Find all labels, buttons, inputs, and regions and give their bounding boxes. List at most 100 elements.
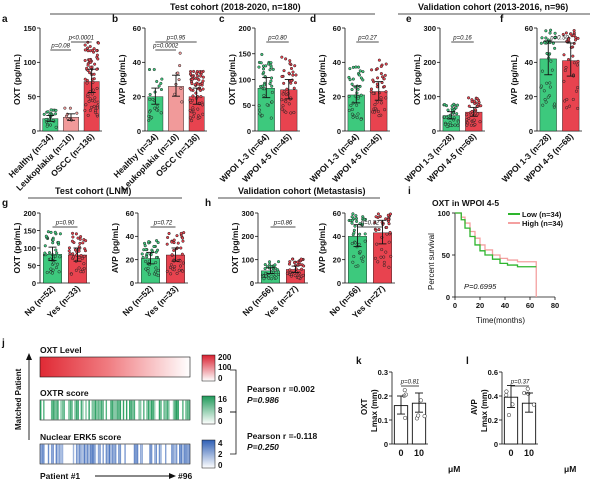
data-point [287,71,291,75]
data-point [285,271,289,275]
data-point [260,52,264,57]
data-point [300,267,304,271]
colorbar-red-tick: 100 [218,363,232,372]
bar-chart-l: 0 0.2 0.4 0.6 0 10 p=0.37 [488,368,538,458]
survival-pvalue: P=0.6995 [464,282,497,291]
heatmap-panel: Matched Patient OXT Level OXTR score Nuc… [14,345,317,481]
data-point [382,255,386,259]
data-point [175,271,179,275]
y-tick-label: 50 [28,92,36,101]
heatmap-stripe [183,444,186,464]
data-point [156,248,160,252]
data-point [268,82,272,86]
heatmap-stripe [75,400,78,420]
data-point [85,66,89,70]
heatmap-stripe [68,400,70,420]
data-point [144,259,148,264]
data-point [46,230,50,234]
data-point [363,232,367,236]
data-point [201,79,205,83]
data-point [353,224,357,228]
heatmap-ylabel: Matched Patient [14,368,23,430]
data-point [168,265,173,270]
heatmap-stripe [172,400,175,420]
data-point [152,244,156,249]
heatmap-stripe [57,400,59,420]
heatmap-arrow-head [26,353,32,360]
heatmap-stripe [50,400,53,420]
data-point [43,244,47,248]
y-axis-label: OXT (pg/mL) [227,54,237,105]
y-tick-label: 40 [333,232,341,241]
k-unit: μM [448,464,460,474]
y-tick-label: 40 [133,58,141,67]
data-point [384,96,388,100]
data-point [473,122,477,127]
bar-chart-k: 0 0.1 0.2 0.3 0 10 p=0.81 [378,368,428,458]
y-tick-label: 0 [32,279,36,288]
data-point [90,92,94,96]
data-point [375,82,379,86]
data-point [293,81,298,85]
data-point [376,109,380,114]
data-point [70,231,75,235]
y-tick-label: 100 [241,255,254,264]
data-point [91,88,95,92]
data-point [274,276,278,280]
data-point [47,251,52,255]
data-point [469,123,473,127]
data-point [465,118,469,122]
data-point [87,99,91,103]
data-point [267,274,271,278]
data-point [473,108,478,112]
data-point [299,257,303,261]
y-tick-label: 20 [333,255,341,264]
data-point [356,87,360,91]
heatmap-stripe [185,400,187,420]
data-point [467,104,471,108]
data-point [288,268,292,272]
y-tick-label: 0.3 [378,368,388,377]
data-point [269,76,274,80]
data-point [54,248,58,252]
data-point [180,252,184,256]
data-point [155,239,159,243]
data-point [504,389,509,394]
y-tick-label: 150 [238,50,251,59]
pearson-2-r: Pearson r =-0.118 [247,431,317,441]
data-point [89,65,93,69]
data-point [354,214,358,218]
data-point [280,55,284,59]
data-point [446,108,450,112]
data-point [379,101,383,105]
heatmap-stripe [130,400,133,420]
heatmap-stripe [154,400,156,420]
data-point [145,255,149,259]
colorbar-green-tick: 8 [218,406,223,415]
data-point [282,81,286,85]
data-point [358,232,362,236]
y-tick-label: 0 [494,440,498,449]
y-tick-label: 100 [238,75,251,84]
data-point [385,225,389,230]
heatmap-stripe [140,400,142,420]
data-point [353,241,357,245]
pearson-1-p: P=0.986 [247,395,279,405]
data-point [280,98,284,102]
heatmap-stripe [147,400,150,420]
data-point [71,255,75,259]
data-point [170,253,174,257]
heatmap-stripe [77,400,79,420]
data-point [262,277,266,281]
data-point [371,91,375,95]
k-ylabel-1: OXT [360,398,369,415]
data-point [287,262,292,266]
y-tick-label: 20 [133,92,141,101]
y-tick-label: 20 [333,92,341,101]
data-point [562,53,566,57]
heatmap-stripe [60,444,62,464]
data-point [280,74,284,79]
heatmap-stripe [149,444,151,464]
heatmap-bracket-1 [230,369,237,413]
